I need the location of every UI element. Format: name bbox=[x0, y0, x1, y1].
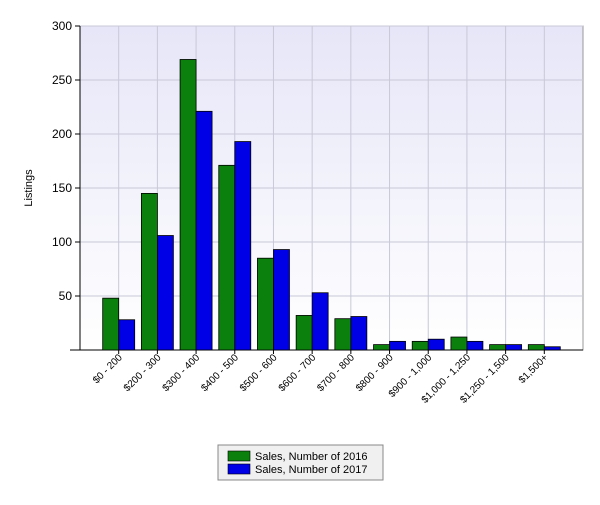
y-tick-label: 200 bbox=[52, 127, 72, 141]
bar bbox=[295, 315, 313, 351]
bar bbox=[140, 192, 158, 351]
x-tick-label: $700 - 800 bbox=[315, 352, 357, 394]
bar bbox=[350, 316, 368, 351]
x-tick-label: $200 - 300 bbox=[122, 352, 164, 394]
y-tick-label: 150 bbox=[52, 181, 72, 195]
bar bbox=[543, 346, 561, 351]
legend-swatch bbox=[227, 463, 251, 475]
bar bbox=[257, 257, 274, 351]
bar bbox=[273, 249, 290, 351]
y-tick-label: 250 bbox=[52, 73, 72, 87]
x-tick-label: $0 - 200 bbox=[91, 352, 125, 386]
bar bbox=[195, 110, 213, 351]
x-tick-label: $600 - 700 bbox=[277, 352, 319, 394]
bar bbox=[450, 336, 468, 351]
bar bbox=[466, 340, 484, 351]
y-axis-label: Listings bbox=[23, 169, 35, 207]
bar bbox=[373, 344, 390, 351]
bar bbox=[102, 297, 120, 351]
bar bbox=[411, 340, 429, 351]
y-tick-label: 100 bbox=[52, 235, 72, 249]
y-tick-label: 50 bbox=[59, 289, 73, 303]
legend-swatch bbox=[227, 450, 251, 462]
bar bbox=[218, 164, 236, 351]
bar bbox=[156, 235, 174, 351]
bar bbox=[427, 338, 445, 351]
bar bbox=[234, 141, 252, 351]
bar bbox=[527, 344, 545, 351]
bar bbox=[505, 344, 523, 351]
x-tick-label: $800 - 900 bbox=[354, 352, 396, 394]
bar bbox=[118, 319, 136, 351]
bar bbox=[179, 59, 197, 351]
legend-label: Sales, Number of 2017 bbox=[255, 464, 368, 476]
x-tick-label: $1,500+ bbox=[517, 352, 551, 386]
bar bbox=[311, 292, 329, 351]
bar bbox=[389, 340, 406, 351]
y-tick-label: 300 bbox=[52, 19, 72, 33]
bar bbox=[334, 318, 352, 351]
bar bbox=[489, 344, 507, 351]
x-tick-label: $300 - 400 bbox=[161, 352, 203, 394]
x-tick-label: $400 - 500 bbox=[199, 352, 241, 394]
x-tick-label: $500 - 600 bbox=[238, 352, 280, 394]
legend-label: Sales, Number of 2016 bbox=[255, 451, 368, 463]
